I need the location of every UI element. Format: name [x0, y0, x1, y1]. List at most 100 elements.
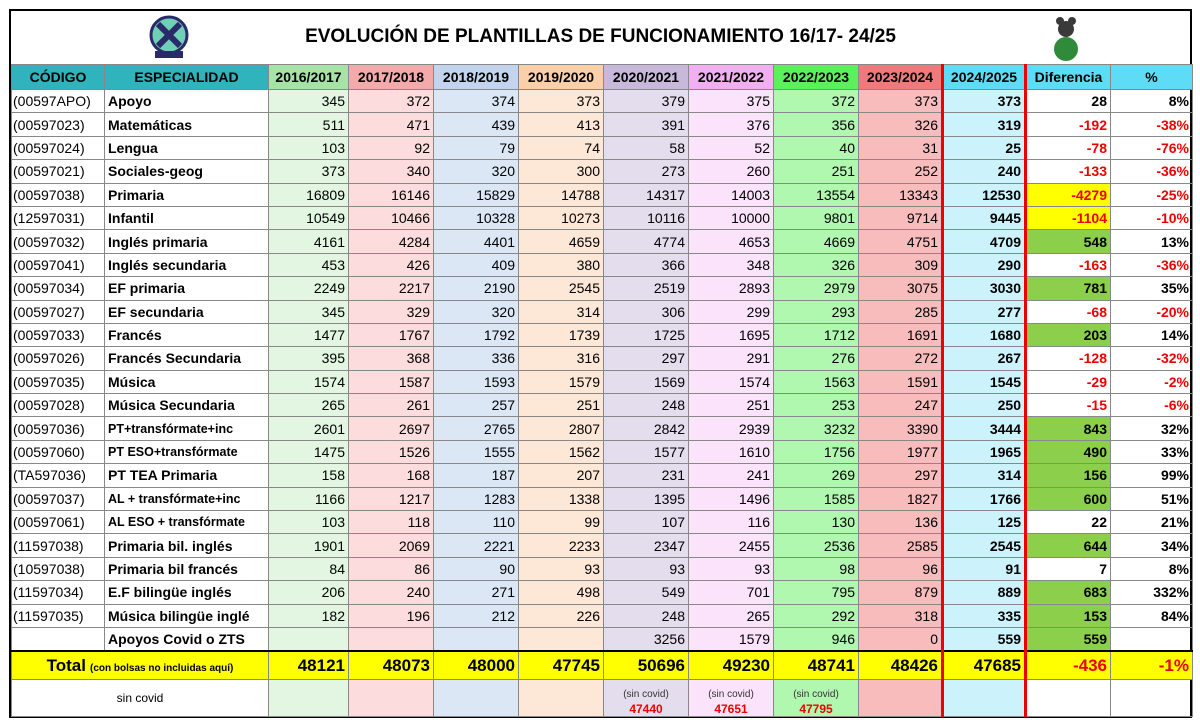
cell: 84 [268, 556, 349, 582]
cell: 2190 [433, 276, 519, 301]
column-header: Diferencia [1025, 64, 1111, 90]
cell: 292 [773, 603, 859, 628]
sin-covid-label: sin covid [11, 679, 269, 718]
cell: 240 [348, 580, 434, 605]
difference: -128 [1025, 346, 1111, 371]
cell: 2545 [941, 533, 1027, 558]
total-cell: 48073 [348, 650, 434, 681]
cell: 1569 [603, 369, 689, 395]
cell: 276 [773, 346, 859, 371]
cell: 2807 [518, 416, 604, 441]
cell: 2221 [433, 533, 519, 558]
specialty: PT+transfórmate+inc [104, 416, 269, 441]
cell: 309 [858, 252, 943, 278]
total-cell: 48000 [433, 650, 519, 681]
column-header: CÓDIGO [11, 64, 105, 90]
sin-covid-note: (sin covid) [793, 689, 839, 701]
code: (00597032) [11, 229, 105, 254]
column-header: 2018/2019 [433, 64, 519, 90]
percent: -10% [1110, 205, 1193, 231]
difference: 600 [1025, 486, 1111, 512]
cell: 231 [603, 463, 689, 488]
cell: 0 [858, 626, 943, 652]
sin-covid-cell [348, 679, 434, 718]
cell: 12530 [941, 182, 1027, 207]
cell: 1545 [941, 369, 1027, 395]
code: (TA597036) [11, 463, 105, 488]
cell: 4401 [433, 229, 519, 254]
cell: 40 [773, 135, 859, 161]
cell: 2347 [603, 533, 689, 558]
code: (00597041) [11, 252, 105, 278]
cell: 1712 [773, 322, 859, 348]
cell: 248 [603, 393, 689, 418]
cell: 2545 [518, 276, 604, 301]
specialty: PT TEA Primaria [104, 463, 269, 488]
difference: 156 [1025, 463, 1111, 488]
cell: 92 [348, 135, 434, 161]
percent: 332% [1110, 580, 1193, 605]
percent: 13% [1110, 229, 1193, 254]
cell: 1166 [268, 486, 349, 512]
difference: -133 [1025, 159, 1111, 184]
specialty: EF secundaria [104, 299, 269, 324]
specialty: E.F bilingüe inglés [104, 580, 269, 605]
difference: -4279 [1025, 182, 1111, 207]
difference: -29 [1025, 369, 1111, 395]
cell: 1283 [433, 486, 519, 512]
total-label: Total (con bolsas no incluidas aquí) [11, 650, 269, 681]
difference: 683 [1025, 580, 1111, 605]
cell: 257 [433, 393, 519, 418]
cell: 261 [348, 393, 434, 418]
cell: 297 [858, 463, 943, 488]
difference: 490 [1025, 439, 1111, 465]
total-cell: 49230 [688, 650, 774, 681]
cell: 272 [858, 346, 943, 371]
sin-covid-cell [941, 679, 1027, 718]
percent: 8% [1110, 88, 1193, 114]
code: (00597061) [11, 510, 105, 535]
difference: 843 [1025, 416, 1111, 441]
cell: 2893 [688, 276, 774, 301]
cell: 118 [348, 510, 434, 535]
cell: 251 [773, 159, 859, 184]
cell: 335 [941, 603, 1027, 628]
code: (11597034) [11, 580, 105, 605]
cell: 2939 [688, 416, 774, 441]
cell: 182 [268, 603, 349, 628]
code: (11597035) [11, 603, 105, 628]
cell: 366 [603, 252, 689, 278]
cell: 253 [773, 393, 859, 418]
cell: 319 [941, 112, 1027, 137]
code: (00597036) [11, 416, 105, 441]
cell: 4653 [688, 229, 774, 254]
cell: 1475 [268, 439, 349, 465]
cell: 93 [688, 556, 774, 582]
cell: 379 [603, 88, 689, 114]
cell: 2842 [603, 416, 689, 441]
column-header: 2020/2021 [603, 64, 689, 90]
cell: 409 [433, 252, 519, 278]
cell: 340 [348, 159, 434, 184]
sin-covid-row: sin covid (sin covid) 47440 (sin covid) 4765… [11, 679, 1193, 718]
column-header: 2024/2025 [941, 64, 1027, 90]
total-diff: -436 [1025, 650, 1111, 681]
cell: 212 [433, 603, 519, 628]
code: (00597037) [11, 486, 105, 512]
sin-covid-value: 47440 [629, 702, 663, 717]
code: (00597023) [11, 112, 105, 137]
title: EVOLUCIÓN DE PLANTILLAS DE FUNCIONAMIENT… [305, 26, 896, 47]
cell: 158 [268, 463, 349, 488]
cell: 314 [518, 299, 604, 324]
percent: -20% [1110, 299, 1193, 324]
cell: 373 [941, 88, 1027, 114]
row: (00597041) Inglés secundaria 453 426 409 380 3… [11, 252, 1193, 278]
cell: 10328 [433, 205, 519, 231]
percent: 14% [1110, 322, 1193, 348]
logo-right [1054, 17, 1078, 61]
difference: 22 [1025, 510, 1111, 535]
sin-covid-cell [433, 679, 519, 718]
cell: 4161 [268, 229, 349, 254]
cell: 1496 [688, 486, 774, 512]
cell: 300 [518, 159, 604, 184]
